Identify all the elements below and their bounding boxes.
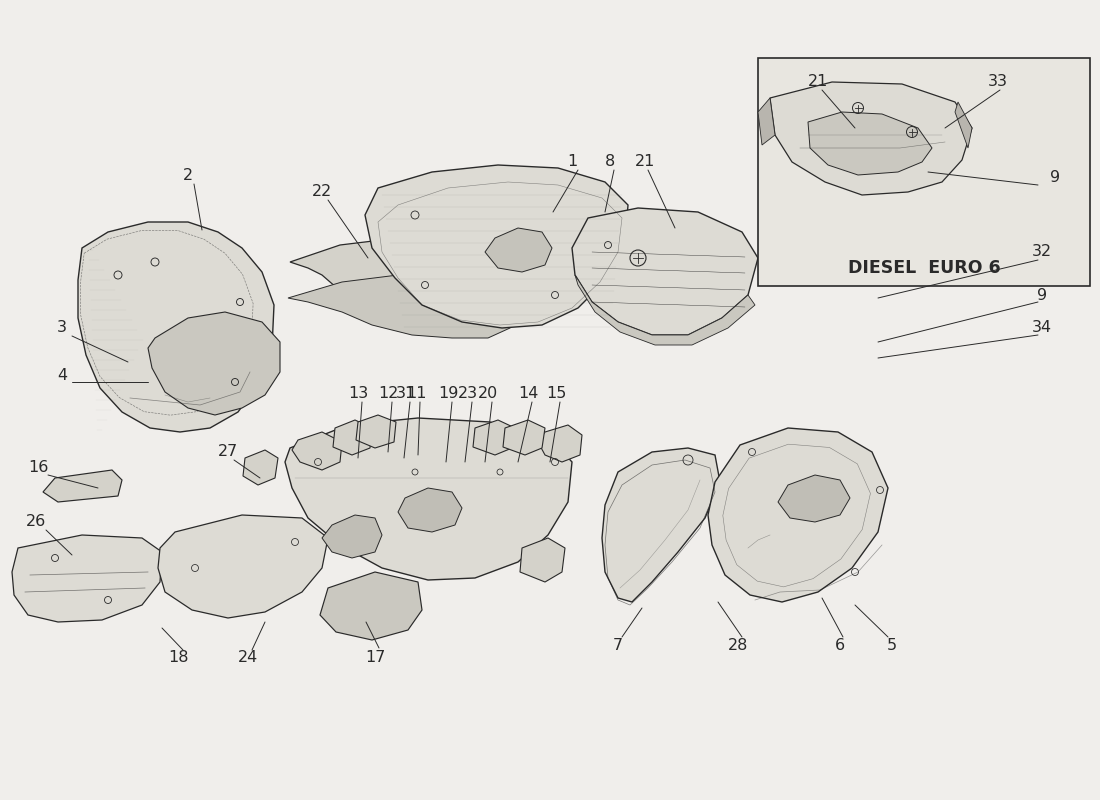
Polygon shape [158, 515, 328, 618]
Polygon shape [148, 312, 280, 415]
Polygon shape [538, 425, 582, 462]
Text: 34: 34 [1032, 321, 1052, 335]
Text: 6: 6 [835, 638, 845, 653]
Text: 20: 20 [477, 386, 498, 401]
Polygon shape [320, 572, 422, 640]
Text: 21: 21 [807, 74, 828, 90]
Polygon shape [778, 475, 850, 522]
Text: 18: 18 [167, 650, 188, 666]
Text: 31: 31 [396, 386, 416, 401]
Text: 26: 26 [26, 514, 46, 530]
Polygon shape [365, 165, 628, 328]
Polygon shape [243, 450, 278, 485]
Polygon shape [12, 535, 162, 622]
Text: 7: 7 [613, 638, 623, 653]
Text: 16: 16 [28, 461, 48, 475]
Polygon shape [602, 448, 720, 602]
Polygon shape [288, 275, 530, 338]
Polygon shape [322, 515, 382, 558]
Text: 14: 14 [518, 386, 538, 401]
Text: 11: 11 [406, 386, 427, 401]
Text: 9: 9 [1049, 170, 1060, 186]
Text: 27: 27 [218, 445, 238, 459]
Polygon shape [78, 222, 274, 432]
Text: 1: 1 [566, 154, 578, 170]
Polygon shape [503, 420, 544, 455]
Text: 24: 24 [238, 650, 258, 666]
Text: 13: 13 [348, 386, 369, 401]
FancyBboxPatch shape [758, 58, 1090, 286]
Text: 23: 23 [458, 386, 478, 401]
Text: DIESEL  EURO 6: DIESEL EURO 6 [848, 259, 1000, 277]
Polygon shape [473, 420, 515, 455]
Polygon shape [333, 420, 372, 455]
Text: 22: 22 [312, 185, 332, 199]
Polygon shape [955, 102, 972, 148]
Polygon shape [575, 275, 755, 345]
Text: 21: 21 [635, 154, 656, 170]
Polygon shape [398, 488, 462, 532]
Text: 4: 4 [57, 367, 67, 382]
Text: 15: 15 [546, 386, 566, 401]
Polygon shape [770, 82, 972, 195]
Polygon shape [758, 98, 776, 145]
Text: 5: 5 [887, 638, 898, 653]
Text: 32: 32 [1032, 245, 1052, 259]
Polygon shape [43, 470, 122, 502]
Text: 8: 8 [605, 154, 615, 170]
Text: 28: 28 [728, 638, 748, 653]
Text: 19: 19 [438, 386, 459, 401]
Polygon shape [290, 238, 535, 325]
Text: 33: 33 [988, 74, 1008, 90]
Polygon shape [485, 228, 552, 272]
Polygon shape [808, 112, 932, 175]
Text: 2: 2 [183, 167, 194, 182]
Text: 3: 3 [57, 321, 67, 335]
Polygon shape [356, 415, 396, 448]
Polygon shape [708, 428, 888, 602]
Text: 17: 17 [365, 650, 385, 666]
Polygon shape [572, 208, 758, 335]
Text: 9: 9 [1037, 287, 1047, 302]
Polygon shape [292, 432, 342, 470]
Polygon shape [520, 538, 565, 582]
Polygon shape [285, 418, 572, 580]
Text: 12: 12 [377, 386, 398, 401]
